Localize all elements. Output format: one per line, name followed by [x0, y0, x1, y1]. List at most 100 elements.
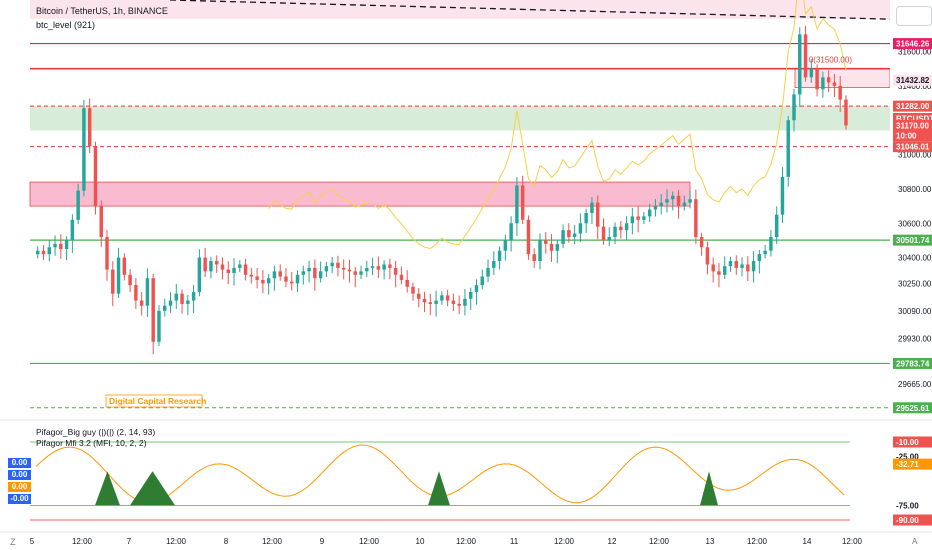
price-label: 31170.00: [896, 121, 929, 130]
ind-axis-label: -25.00: [896, 453, 919, 462]
candle: [301, 271, 306, 275]
candle: [520, 185, 525, 220]
candle: [440, 295, 444, 301]
candle: [434, 300, 438, 304]
candle: [705, 247, 710, 265]
candle: [780, 176, 785, 215]
toolbar-toggle-button[interactable]: [896, 6, 932, 26]
candle: [572, 233, 577, 237]
candle: [266, 278, 271, 284]
level-note: 0(31500.00): [809, 56, 852, 65]
candle: [792, 94, 796, 121]
candle: [659, 202, 663, 207]
candle: [105, 237, 109, 270]
candle: [463, 298, 467, 306]
candle: [370, 266, 375, 268]
ind-axis-label: -10.00: [896, 438, 919, 447]
indicator-value-1: 0.00: [8, 458, 31, 468]
indicator-line-1: Pifagor_Big guy (|)(|) (2, 14, 93): [36, 427, 156, 437]
candle: [365, 267, 369, 272]
price-label-bg: [893, 357, 932, 369]
candle: [157, 310, 161, 342]
zoom-icon[interactable]: Z: [10, 537, 16, 547]
candle: [445, 295, 450, 301]
time-tick: 12:00: [747, 537, 768, 546]
candle: [59, 243, 63, 250]
candle: [220, 264, 225, 270]
auto-scale-label: A: [912, 537, 918, 546]
price-tick: 30250.00: [898, 279, 932, 288]
candle: [832, 82, 837, 86]
time-tick: 12:00: [166, 537, 187, 546]
candle: [209, 261, 213, 272]
price-tick: 30090.00: [898, 307, 932, 316]
time-tick: 8: [224, 537, 229, 546]
candle: [647, 209, 652, 217]
price-label: 31046.01: [896, 143, 930, 152]
candle: [324, 266, 329, 272]
chart-title: Bitcoin / TetherUS, 1h, BINANCE: [36, 6, 168, 16]
candle: [457, 303, 461, 306]
candle: [538, 240, 542, 262]
price-tick: 30400.00: [898, 254, 932, 263]
time-tick: 12: [608, 537, 617, 546]
candle: [180, 293, 184, 304]
candle: [642, 216, 646, 220]
price-label-bg: [893, 402, 932, 414]
candle: [388, 264, 392, 268]
price-label: 31432.82: [896, 76, 930, 85]
candle: [238, 264, 242, 268]
candle: [717, 271, 721, 275]
candle: [243, 264, 248, 275]
price-label-bg: [893, 100, 932, 112]
ind-axis-label-bg: [893, 514, 932, 526]
candle: [197, 257, 202, 292]
candle: [613, 226, 617, 237]
upper-zone: [794, 68, 891, 88]
candle: [139, 300, 144, 306]
price-label: 10:00: [896, 132, 917, 141]
candle: [619, 226, 623, 231]
candle: [509, 223, 513, 241]
time-tick: 14: [803, 537, 812, 546]
candle: [492, 261, 496, 268]
resistance-zone: [29, 181, 691, 207]
candle: [151, 278, 155, 342]
candle: [688, 199, 692, 203]
candle: [734, 261, 739, 268]
candle: [486, 267, 490, 277]
candle: [87, 108, 92, 146]
time-tick: 5: [30, 537, 35, 546]
candle: [595, 202, 600, 227]
candle: [36, 250, 40, 255]
price-tick: 29665.00: [898, 380, 932, 389]
candle: [497, 250, 502, 262]
candle: [411, 286, 415, 294]
ind-axis-label: -90.00: [896, 516, 919, 525]
watermark-box: [105, 394, 203, 408]
price-label-bg: [893, 234, 932, 246]
ind-axis-label-bg: [893, 436, 932, 448]
watermark-text: Digital Capital Research: [109, 396, 206, 406]
candle: [549, 243, 554, 251]
candle: [630, 216, 635, 224]
candle: [532, 254, 536, 262]
candle: [272, 271, 277, 279]
candle: [186, 300, 190, 304]
candle: [313, 267, 317, 279]
candle: [578, 223, 583, 234]
candle: [757, 254, 762, 262]
candle: [838, 85, 842, 100]
histogram-peak: [700, 471, 718, 506]
candle: [111, 269, 115, 294]
price-tick: 31600.00: [898, 48, 932, 57]
indicator-value-3: 0.00: [8, 482, 31, 492]
candle: [722, 266, 727, 275]
candle: [47, 247, 52, 255]
candle: [359, 271, 363, 275]
candle: [665, 199, 669, 203]
time-tick: 13: [706, 537, 715, 546]
candle: [226, 269, 230, 274]
histogram-peak: [95, 471, 120, 506]
